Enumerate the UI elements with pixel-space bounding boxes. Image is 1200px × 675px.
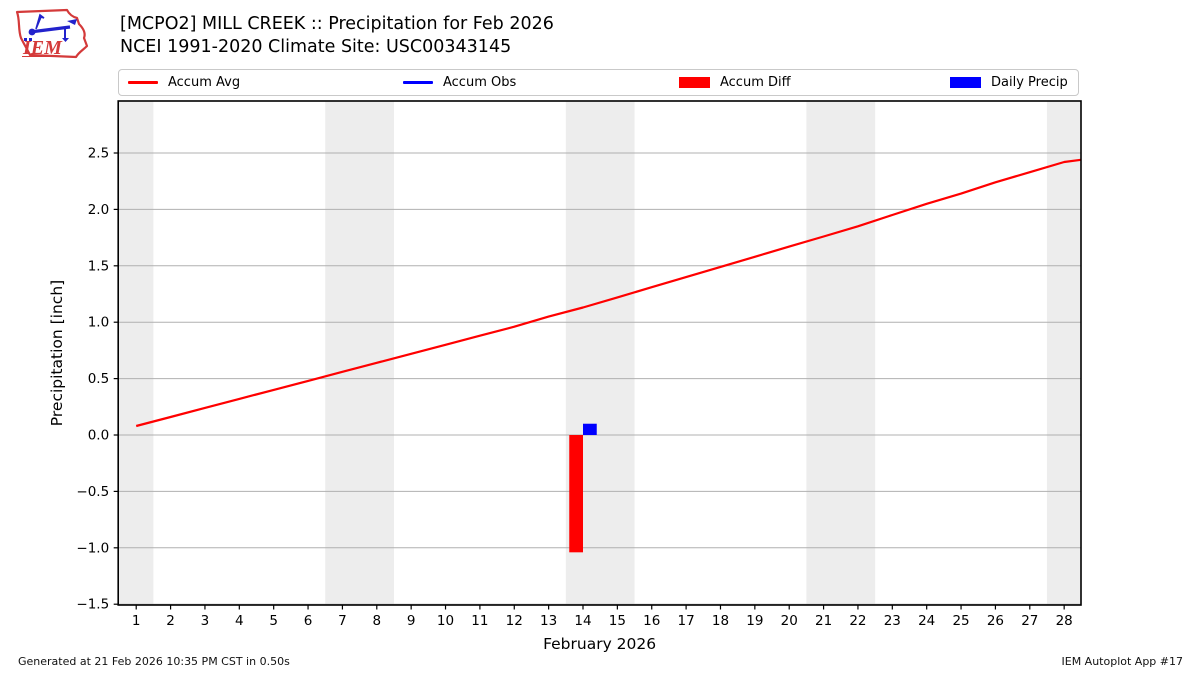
- y-tick-label: 1.5: [88, 258, 109, 274]
- iowa-outline-icon: [15, 8, 89, 59]
- accum-diff-bars: [569, 435, 583, 553]
- accum-diff-bar: [569, 435, 583, 553]
- x-tick-label: 3: [201, 613, 210, 629]
- legend-item-accum-obs: Accum Obs: [403, 70, 516, 95]
- x-tick-label: 23: [884, 613, 901, 629]
- y-tick-label: 2.0: [88, 202, 109, 218]
- x-tick-label: 19: [746, 613, 763, 629]
- y-tick-label: −0.5: [76, 484, 109, 500]
- y-tick-label: −1.5: [76, 597, 109, 613]
- legend-item-daily-precip: Daily Precip: [950, 70, 1068, 95]
- x-tick-label: 22: [849, 613, 866, 629]
- y-tick-label: 0.5: [88, 371, 109, 387]
- y-tick-label: 1.0: [88, 315, 109, 331]
- x-tick-label: 26: [987, 613, 1004, 629]
- x-tick-label: 5: [269, 613, 278, 629]
- x-tick-label: 12: [506, 613, 523, 629]
- x-tick-label: 11: [471, 613, 488, 629]
- x-tick-label: 4: [235, 613, 244, 629]
- y-tick-label: 0.0: [88, 428, 109, 444]
- x-tick-label: 20: [781, 613, 798, 629]
- x-tick-label: 24: [918, 613, 935, 629]
- accum-avg-line-swatch-icon: [128, 81, 158, 84]
- plot-border: [117, 100, 1082, 606]
- app-credit: IEM Autoplot App #17: [1061, 655, 1184, 668]
- weekend-band: [1046, 101, 1081, 605]
- accum-diff-rect-swatch-icon: [679, 77, 710, 88]
- x-axis-label: February 2026: [543, 635, 656, 653]
- title-block: [MCPO2] MILL CREEK :: Precipitation for …: [120, 13, 554, 59]
- accum-avg-line: [135, 158, 1082, 428]
- accum-obs-line-swatch-icon: [403, 81, 433, 84]
- weekend-shading: [119, 101, 1081, 605]
- legend-item-accum-diff: Accum Diff: [679, 70, 791, 95]
- weekend-band: [119, 101, 154, 605]
- chart-subtitle: NCEI 1991-2020 Climate Site: USC00343145: [120, 37, 512, 57]
- daily-precip-bar: [583, 423, 597, 436]
- x-tick-label: 1: [132, 613, 141, 629]
- legend-label: Daily Precip: [991, 75, 1068, 90]
- x-tick-label: 17: [678, 613, 695, 629]
- weekend-band: [806, 101, 876, 605]
- y-axis-ticks: 2.5 2.0 1.5 1.0 0.5 0.0 −0.5 −1.0 −1.5: [76, 146, 119, 613]
- x-tick-label: 8: [372, 613, 381, 629]
- x-tick-label: 28: [1056, 613, 1073, 629]
- x-tick-label: 9: [407, 613, 416, 629]
- y-tick-label: 2.5: [88, 146, 109, 162]
- x-tick-label: 25: [952, 613, 969, 629]
- x-tick-label: 13: [540, 613, 557, 629]
- chart-title: [MCPO2] MILL CREEK :: Precipitation for …: [120, 14, 554, 34]
- x-tick-label: 14: [574, 613, 591, 629]
- x-tick-label: 10: [437, 613, 454, 629]
- x-tick-label: 21: [815, 613, 832, 629]
- legend: Accum Avg Accum Obs Accum Diff Daily Pre…: [118, 69, 1079, 96]
- y-axis-label: Precipitation [inch]: [48, 280, 66, 426]
- x-tick-label: 15: [609, 613, 626, 629]
- weekend-band: [325, 101, 394, 605]
- x-tick-label: 18: [712, 613, 729, 629]
- legend-label: Accum Avg: [168, 75, 241, 90]
- x-tick-label: 16: [643, 613, 660, 629]
- logo-wordmark: IEM: [22, 37, 63, 59]
- daily-precip-rect-swatch-icon: [950, 77, 981, 88]
- legend-label: Accum Diff: [720, 75, 791, 90]
- daily-precip-bars: [583, 423, 597, 436]
- x-tick-label: 2: [166, 613, 175, 629]
- iem-logo: IEM: [15, 8, 89, 59]
- x-tick-label: 7: [338, 613, 347, 629]
- y-tick-label: −1.0: [76, 540, 109, 556]
- legend-item-accum-avg: Accum Avg: [128, 70, 240, 95]
- x-tick-label: 27: [1021, 613, 1038, 629]
- generated-timestamp: Generated at 21 Feb 2026 10:35 PM CST in…: [18, 655, 290, 668]
- x-axis-ticks: 1 2 3 4 5 6 7 8 9 10 11 12 13 14 15 16 17 18 19 20 21 22 23 24 2…: [132, 605, 1073, 629]
- x-tick-label: 6: [304, 613, 313, 629]
- weather-instrument-icon: [24, 13, 77, 42]
- legend-label: Accum Obs: [443, 75, 517, 90]
